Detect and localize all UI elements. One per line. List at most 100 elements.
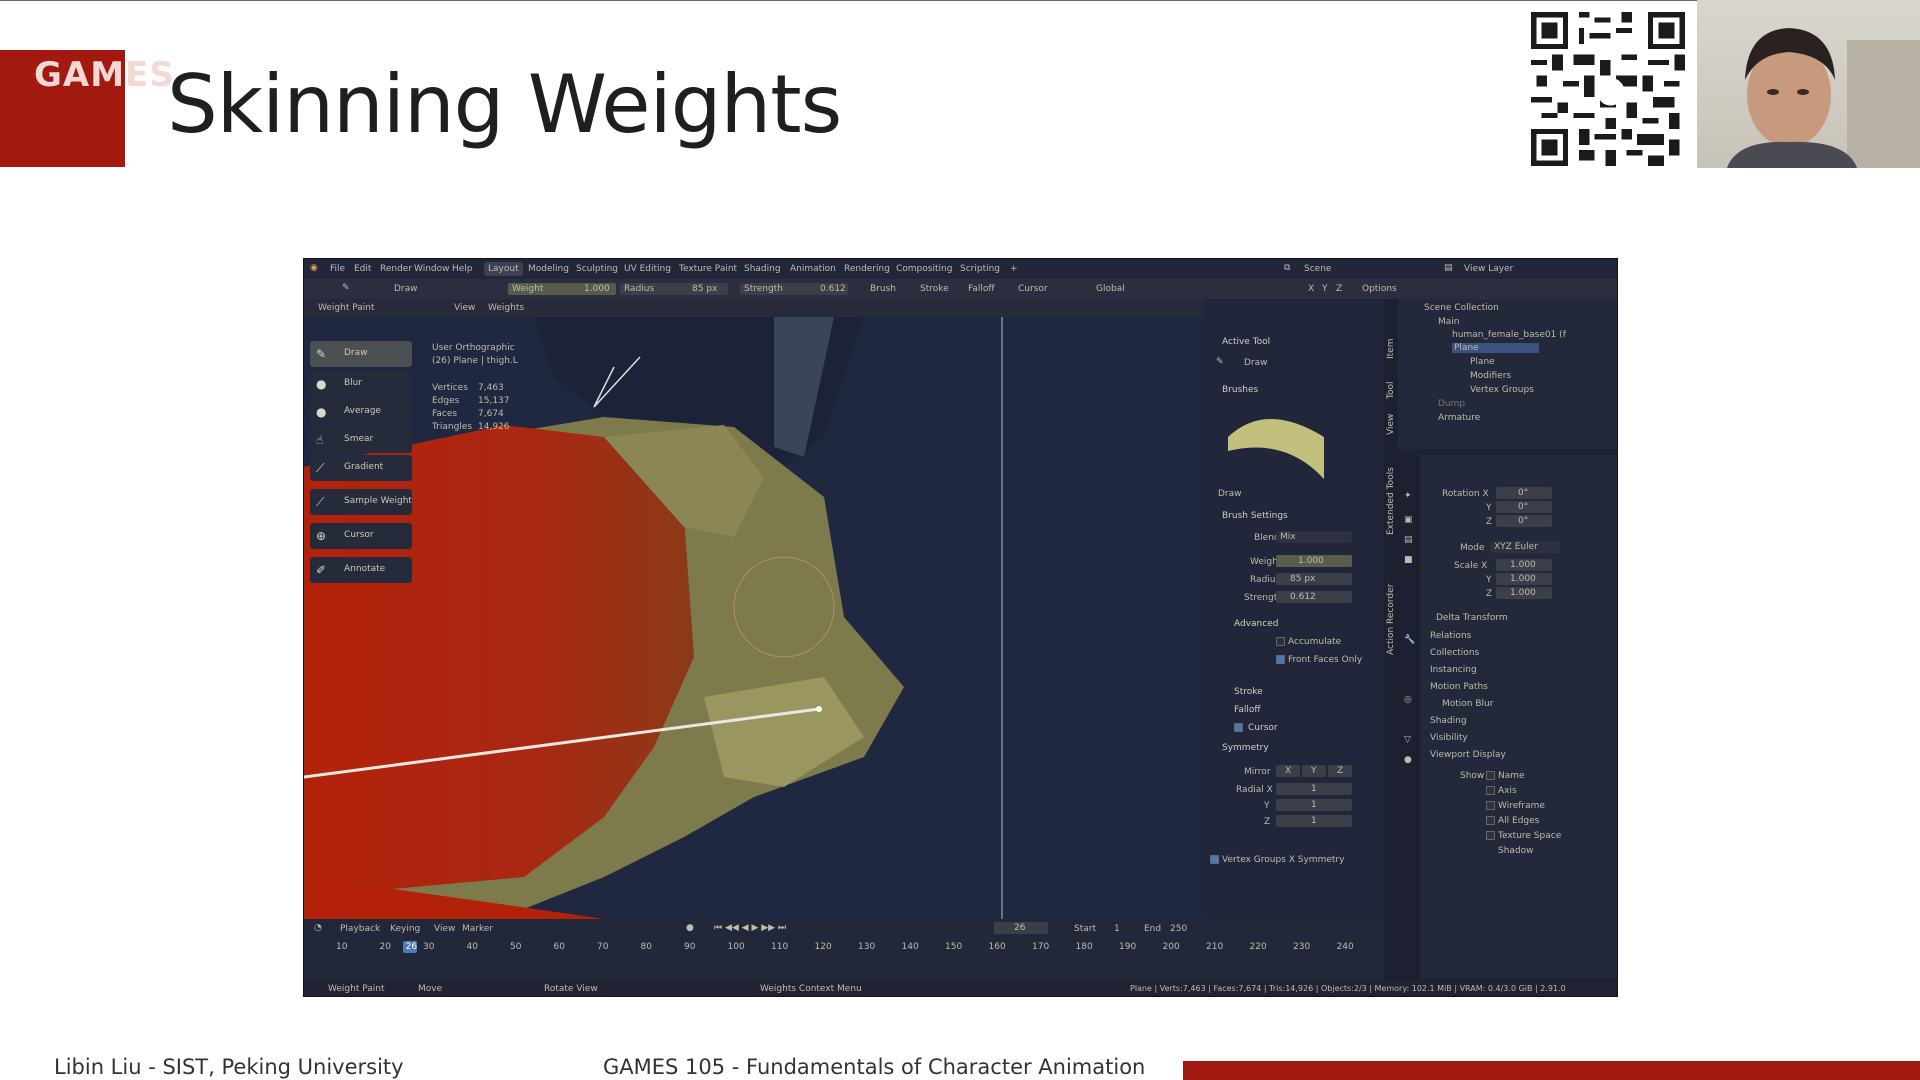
brush-settings-header[interactable]: Brush Settings [1222,511,1288,521]
show-name-checkbox[interactable] [1486,771,1495,780]
clock-icon[interactable]: ◔ [314,923,322,933]
panel-relations[interactable]: Relations [1430,631,1472,641]
accumulate-checkbox[interactable] [1276,637,1285,646]
rotation-z-field[interactable]: 0° [1496,515,1552,527]
orientation-dropdown[interactable]: Global [1096,284,1125,294]
menu-marker[interactable]: Marker [462,924,494,934]
record-icon[interactable]: ● [686,923,694,933]
axis-z-toggle[interactable]: Z [1336,284,1343,294]
tab-add[interactable]: + [1010,264,1018,274]
show-all-edges-checkbox[interactable] [1486,816,1495,825]
weight-slider[interactable]: 1.000 [1276,555,1352,567]
tab-shading[interactable]: Shading [744,264,781,274]
menu-help[interactable]: Help [452,264,473,274]
mode-dropdown[interactable]: Weight Paint [318,303,375,313]
panel-instancing[interactable]: Instancing [1430,665,1477,675]
tab-modeling[interactable]: Modeling [528,264,569,274]
outliner-item[interactable]: Armature [1438,413,1481,423]
advanced-header[interactable]: Advanced [1234,619,1279,629]
current-frame-field[interactable]: 26 [994,922,1048,934]
panel-motion-blur[interactable]: Motion Blur [1442,699,1494,709]
tab-tool[interactable]: Tool [1386,381,1396,399]
tab-compositing[interactable]: Compositing [896,264,953,274]
outliner-item[interactable]: Modifiers [1470,371,1512,381]
rotation-x-field[interactable]: 0° [1496,487,1552,499]
outliner-item[interactable]: Plane [1470,357,1495,367]
tool-annotate[interactable]: ✐ Annotate [310,557,412,583]
cursor-header[interactable]: Cursor [1248,723,1278,733]
radius-slider[interactable]: 85 px [1276,573,1352,585]
falloff-header[interactable]: Falloff [1234,705,1261,715]
tool-draw[interactable]: ✎ Draw [310,341,412,367]
tab-rendering[interactable]: Rendering [844,264,890,274]
stroke-dropdown[interactable]: Stroke [920,284,949,294]
view-layer-name[interactable]: View Layer [1464,264,1514,274]
tab-layout[interactable]: Layout [484,262,523,276]
outliner-item[interactable]: Main [1438,317,1460,327]
menu-keying[interactable]: Keying [390,924,421,934]
panel-viewport-display[interactable]: Viewport Display [1430,750,1506,760]
show-wireframe-checkbox[interactable] [1486,801,1495,810]
front-faces-checkbox[interactable] [1276,655,1285,664]
vertex-groups-sym-checkbox[interactable] [1210,855,1219,864]
scene-collection-header[interactable]: Scene Collection [1424,303,1499,313]
tab-extended-tools[interactable]: Extended Tools [1386,467,1396,535]
tool-average[interactable]: ● Average [310,399,412,425]
weight-field[interactable]: Weight 1.000 [508,283,616,295]
brush-datablock-name[interactable]: Draw [1218,489,1242,499]
brush-preview-icon[interactable] [1226,407,1326,479]
playback-controls[interactable]: ⏮ ◀◀ ◀ ▶ ▶▶ ⏭ [714,923,787,933]
outliner-item[interactable]: human_female_base01 (f [1452,330,1566,340]
scene-icon[interactable]: ⧉ [1284,263,1291,273]
menu-render[interactable]: Render [380,264,413,274]
options-dropdown[interactable]: Options [1362,284,1397,294]
end-value[interactable]: 250 [1170,924,1188,934]
axis-x-toggle[interactable]: X [1308,284,1315,294]
material-props-icon[interactable]: ● [1404,755,1412,765]
blender-logo-icon[interactable]: ◉ [310,263,318,273]
outliner-item[interactable]: Plane [1452,343,1539,353]
show-texture-space-checkbox[interactable] [1486,831,1495,840]
tab-animation[interactable]: Animation [790,264,836,274]
delta-transform-header[interactable]: Delta Transform [1436,613,1508,623]
tab-sculpting[interactable]: Sculpting [576,264,619,274]
mirror-y-toggle[interactable]: Y [1302,765,1326,777]
tab-texture-paint[interactable]: Texture Paint [679,264,738,274]
3d-viewport[interactable] [304,317,1204,979]
render-props-icon[interactable]: ▣ [1404,515,1413,525]
show-axis-checkbox[interactable] [1486,786,1495,795]
panel-collections[interactable]: Collections [1430,648,1480,658]
menu-weights[interactable]: Weights [488,303,525,313]
menu-file[interactable]: File [330,264,346,274]
panel-motion-paths[interactable]: Motion Paths [1430,682,1488,692]
strength-slider[interactable]: 0.612 [1276,591,1352,603]
axis-y-toggle[interactable]: Y [1322,284,1328,294]
blend-dropdown[interactable]: Mix [1276,531,1352,543]
mirror-z-toggle[interactable]: Z [1328,765,1352,777]
cursor-dropdown[interactable]: Cursor [1018,284,1048,294]
playhead[interactable] [403,941,417,953]
strength-field[interactable]: Strength 0.612 [740,283,848,295]
radial-x-field[interactable]: 1 [1276,783,1352,795]
brush-dropdown[interactable]: Brush [870,284,896,294]
menu-view[interactable]: View [454,303,476,313]
tab-item[interactable]: Item [1386,338,1396,360]
panel-visibility[interactable]: Visibility [1430,733,1468,743]
object-props-icon[interactable]: ■ [1404,555,1413,565]
tab-uv-editing[interactable]: UV Editing [624,264,671,274]
data-props-icon[interactable]: ▽ [1404,735,1411,745]
tool-gradient[interactable]: ⟋ Gradient [310,455,412,481]
modifier-props-icon[interactable]: 🔧 [1404,635,1416,645]
radial-z-field[interactable]: 1 [1276,815,1352,827]
stroke-header[interactable]: Stroke [1234,687,1263,697]
menu-window[interactable]: Window [414,264,450,274]
tool-blur[interactable]: ● Blur [310,371,412,397]
constraint-props-icon[interactable]: ◎ [1404,695,1412,705]
rotation-mode-dropdown[interactable]: XYZ Euler [1490,541,1560,553]
tab-scripting[interactable]: Scripting [960,264,1001,274]
radius-field[interactable]: Radius 85 px [620,283,728,295]
start-value[interactable]: 1 [1114,924,1120,934]
menu-edit[interactable]: Edit [354,264,372,274]
tool-props-icon[interactable]: ✦ [1404,491,1412,501]
brush-name[interactable]: Draw [394,284,418,294]
